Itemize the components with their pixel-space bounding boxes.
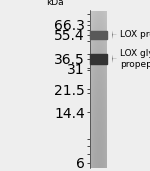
Text: LOX glycosylated
propeptide: LOX glycosylated propeptide: [120, 49, 150, 69]
Bar: [90, 31, 107, 39]
Text: LOX proenzyme: LOX proenzyme: [120, 30, 150, 39]
Text: kDa: kDa: [46, 0, 64, 7]
Bar: [90, 54, 107, 64]
